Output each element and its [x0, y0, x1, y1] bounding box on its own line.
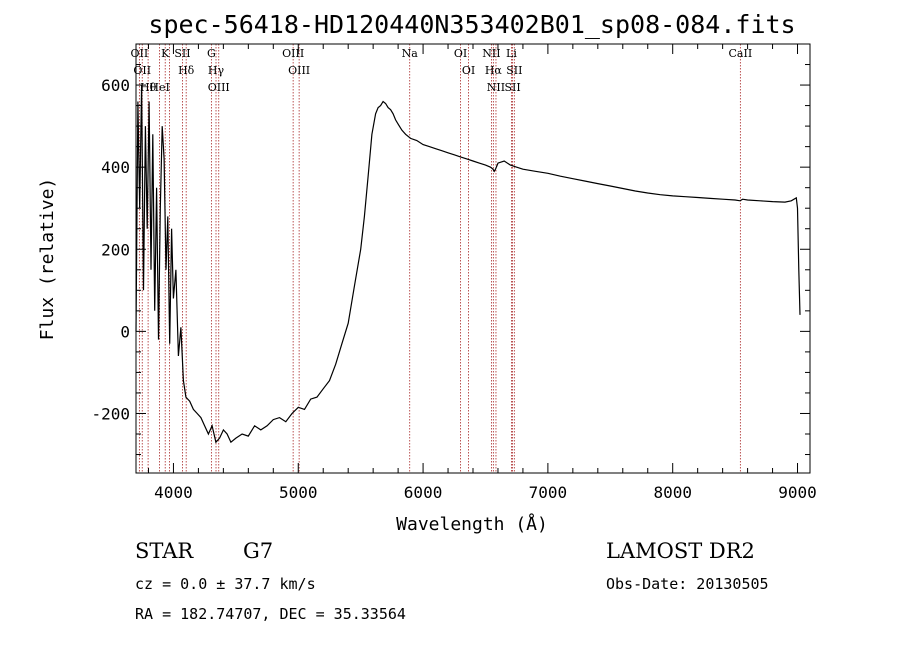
object-subclass: G7 — [243, 539, 273, 563]
line-label-11: OIII — [282, 47, 304, 60]
coordinates: RA = 182.74707, DEC = 35.33564 — [135, 605, 406, 623]
line-label-1: OII — [133, 64, 151, 77]
line-label-13: Na — [402, 47, 419, 60]
line-label-15: OI — [462, 64, 475, 77]
line-label-9: Hγ — [208, 64, 225, 77]
line-label-10: OIII — [208, 81, 230, 94]
x-tick-label-2: 6000 — [404, 483, 443, 502]
x-axis-label: Wavelength (Å) — [396, 513, 548, 535]
y-axis: -200 0 200 400 600 — [91, 64, 810, 456]
line-label-14: OI — [454, 47, 467, 60]
line-label-19: Li — [506, 47, 517, 60]
x-axis: 4000 5000 6000 7000 8000 9000 — [147, 44, 817, 502]
line-label-8: G — [207, 47, 216, 60]
line-label-12: OIII — [288, 64, 310, 77]
line-label-18: NII — [487, 81, 505, 94]
line-label-17: Hα — [485, 64, 503, 77]
object-class: STAR — [135, 539, 194, 563]
line-label-20: SII — [504, 81, 520, 94]
line-label-21: SII — [506, 64, 522, 77]
plot-frame — [135, 43, 811, 474]
x-tick-label-3: 7000 — [529, 483, 568, 502]
line-label-2: Hθ — [140, 81, 157, 94]
spectrum-series — [135, 85, 801, 444]
line-label-6: SII — [174, 47, 190, 60]
x-tick-label-0: 4000 — [154, 483, 193, 502]
line-label-16: NII — [482, 47, 500, 60]
x-tick-label-4: 8000 — [653, 483, 692, 502]
line-label-22: CaII — [729, 47, 753, 60]
y-axis-label: Flux (relative) — [37, 178, 58, 341]
y-tick-label-2: 200 — [101, 240, 130, 259]
y-tick-label-4: 600 — [101, 76, 130, 95]
survey-name: LAMOST DR2 — [606, 539, 755, 563]
line-label-3: HeI — [149, 81, 169, 94]
chart-title: spec-56418-HD120440N353402B01_sp08-084.f… — [148, 10, 795, 39]
redshift-info: cz = 0.0 ± 37.7 km/s — [135, 575, 316, 593]
x-tick-label-5: 9000 — [778, 483, 817, 502]
y-tick-label-0: -200 — [91, 404, 130, 423]
y-tick-label-3: 400 — [101, 158, 130, 177]
line-markers — [138, 44, 741, 473]
line-label-7: Hδ — [178, 64, 195, 77]
y-tick-label-1: 0 — [120, 322, 130, 341]
x-tick-label-1: 5000 — [279, 483, 318, 502]
line-label-0: OII — [131, 47, 149, 60]
line-label-4: K — [161, 47, 170, 60]
observation-date: Obs-Date: 20130505 — [606, 575, 769, 593]
